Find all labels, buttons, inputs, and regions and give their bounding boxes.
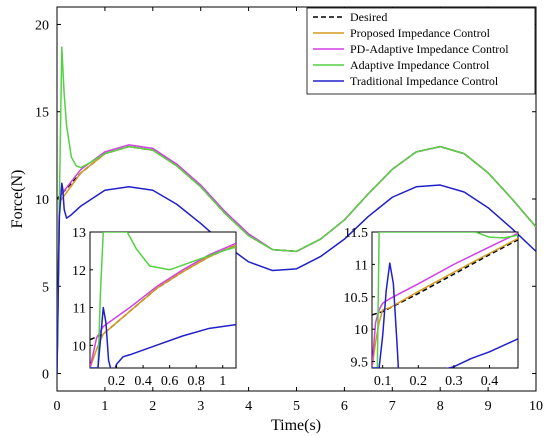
inset-left-x-tick-label: 0.6 bbox=[161, 374, 179, 389]
inset-left-y-tick-label: 13 bbox=[72, 226, 86, 241]
inset-left-x-tick-label: 0.8 bbox=[187, 374, 205, 389]
x-tick-label: 7 bbox=[389, 399, 396, 414]
inset-left-series-adaptive-impedance-control bbox=[90, 232, 236, 368]
inset-left-y-tick-label: 10 bbox=[72, 339, 86, 354]
legend-label-traditional-impedance-control: Traditional Impedance Control bbox=[350, 74, 499, 88]
x-tick-label: 1 bbox=[101, 399, 108, 414]
inset-right-y-tick-label: 11.5 bbox=[344, 226, 368, 241]
x-axis-label: Time(s) bbox=[271, 417, 321, 434]
inset-right-series-adaptive-impedance-control bbox=[372, 232, 518, 368]
inset-left-y-tick-label: 12 bbox=[72, 264, 86, 279]
legend-label-proposed-impedance-control: Proposed Impedance Control bbox=[350, 26, 491, 40]
inset-right-y-tick-label: 10 bbox=[354, 323, 368, 338]
y-tick-label: 20 bbox=[35, 18, 49, 33]
inset-right-frame bbox=[371, 231, 519, 369]
x-tick-label: 10 bbox=[529, 399, 543, 414]
x-tick-label: 4 bbox=[245, 399, 252, 414]
inset-right-series-proposed-impedance-control bbox=[372, 237, 518, 368]
inset-left-x-tick-label: 0.2 bbox=[108, 374, 126, 389]
inset-right-x-tick-label: 0.2 bbox=[410, 374, 428, 389]
legend: Desired Proposed Impedance Control PD-Adap… bbox=[313, 10, 509, 88]
inset-left-series bbox=[90, 232, 236, 368]
x-tick-label: 6 bbox=[341, 399, 348, 414]
inset-right-x-tick-label: 0.4 bbox=[481, 374, 499, 389]
x-tick-label: 2 bbox=[149, 399, 156, 414]
inset-right-ticks: 0.1 0.2 0.3 0.4 9.5 10 10.5 11 11.5 bbox=[344, 226, 499, 389]
legend-box bbox=[306, 7, 536, 95]
x-tick-label: 5 bbox=[293, 399, 300, 414]
inset-right-y-tick-label: 11 bbox=[355, 258, 368, 273]
y-tick-label: 5 bbox=[42, 280, 49, 295]
y-tick-label: 0 bbox=[42, 368, 49, 383]
legend-label-adaptive-impedance-control: Adaptive Impedance Control bbox=[350, 58, 490, 72]
inset-right-series-desired bbox=[372, 239, 518, 316]
inset-left-y-tick-label: 11 bbox=[73, 302, 86, 317]
x-tick-label: 3 bbox=[197, 399, 204, 414]
legend-label-desired: Desired bbox=[350, 10, 387, 24]
y-tick-label: 15 bbox=[35, 106, 49, 121]
inset-right-x-tick-label: 0.3 bbox=[445, 374, 463, 389]
inset-right-series-traditional-impedance-control bbox=[372, 262, 518, 368]
main-series-adaptive-impedance-control bbox=[57, 46, 536, 374]
y-axis-label: Force(N) bbox=[9, 170, 26, 229]
inset-left-x-tick-label: 0.4 bbox=[134, 374, 152, 389]
inset-right-y-tick-label: 9.5 bbox=[351, 356, 369, 371]
inset-left-ticks: 0.2 0.4 0.6 0.8 1 10 11 12 13 bbox=[72, 226, 226, 389]
x-tick-label: 8 bbox=[437, 399, 444, 414]
inset-left-x-tick-label: 1 bbox=[219, 374, 226, 389]
legend-label-pd-adaptive-impedance-control: PD-Adaptive Impedance Control bbox=[350, 42, 509, 56]
inset-left-series-proposed-impedance-control bbox=[90, 244, 236, 368]
x-tick-label: 9 bbox=[485, 399, 492, 414]
inset-right-y-tick-label: 10.5 bbox=[344, 291, 369, 306]
inset-right-series-pd-adaptive-impedance-control bbox=[372, 232, 518, 368]
inset-right-x-tick-label: 0.1 bbox=[374, 374, 392, 389]
inset-right-series bbox=[372, 232, 518, 368]
inset-left-series-traditional-impedance-control bbox=[90, 306, 236, 368]
y-tick-label: 10 bbox=[35, 193, 49, 208]
x-tick-label: 0 bbox=[54, 399, 61, 414]
